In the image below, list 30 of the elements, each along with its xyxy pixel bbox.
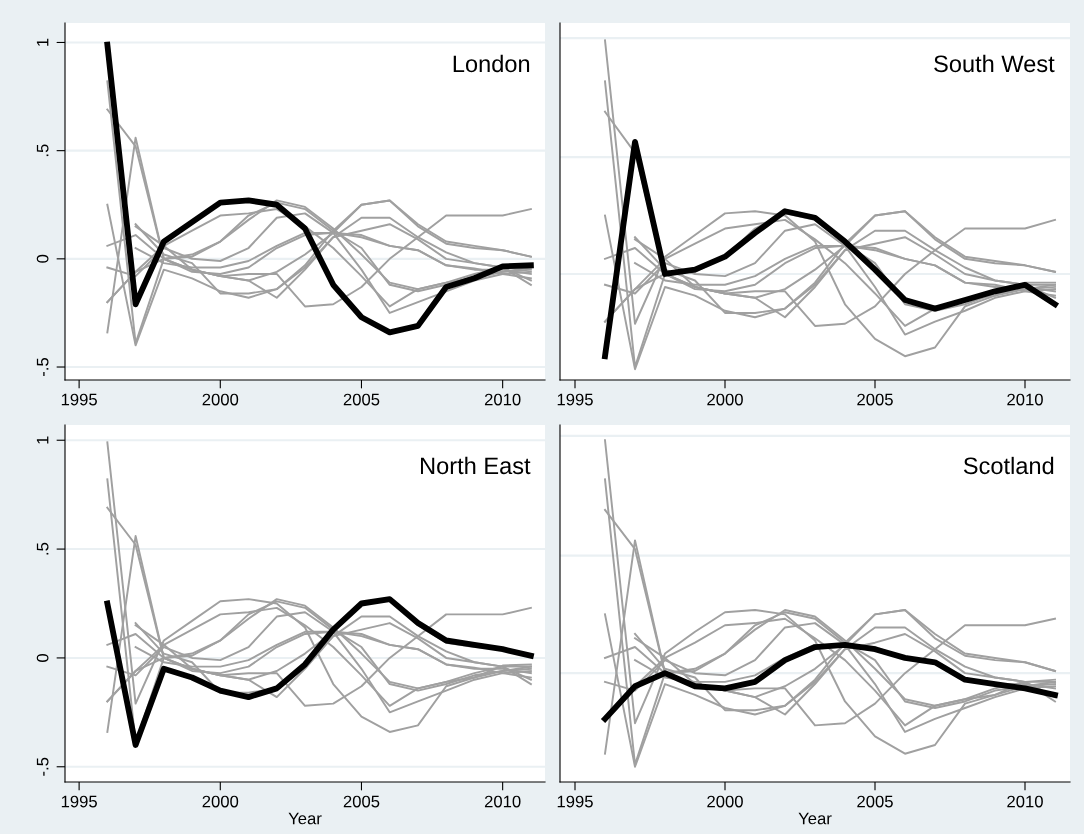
x-axis-title: Year: [798, 812, 832, 825]
x-tick-label: 2005: [343, 393, 380, 406]
text: South West: [934, 54, 1055, 73]
x-tick-label: 2005: [857, 795, 893, 808]
y-tick-label: -.5: [36, 757, 49, 776]
y-tick-label: -.5: [36, 357, 49, 376]
x-tick-label: 1995: [61, 393, 97, 406]
y-tick-label: 1: [36, 436, 49, 444]
y-tick-label: 0: [36, 653, 49, 662]
x-axis-title: Year: [288, 812, 322, 825]
x-tick-label: 2010: [484, 393, 521, 406]
x-tick-label: 2005: [343, 795, 380, 808]
y-tick-label: 0: [36, 254, 49, 263]
x-tick-label: 2000: [707, 393, 743, 406]
x-tick-label: 1995: [557, 393, 593, 406]
x-tick-label: 2010: [484, 795, 521, 808]
x-tick-label: 2000: [202, 795, 239, 808]
y-tick-label: .5: [36, 144, 49, 157]
x-tick-label: 2000: [707, 795, 743, 808]
text: Scotland: [963, 456, 1054, 475]
x-tick-label: 1995: [61, 795, 97, 808]
x-tick-label: 2010: [1007, 393, 1043, 406]
x-tick-label: 2000: [202, 393, 239, 406]
x-tick-label: 1995: [557, 795, 593, 808]
x-tick-label: 2005: [857, 393, 893, 406]
text: London: [453, 54, 530, 73]
text: North East: [421, 456, 531, 475]
y-tick-label: 1: [36, 38, 49, 46]
y-tick-label: .5: [36, 542, 49, 555]
x-tick-label: 2010: [1007, 795, 1043, 808]
